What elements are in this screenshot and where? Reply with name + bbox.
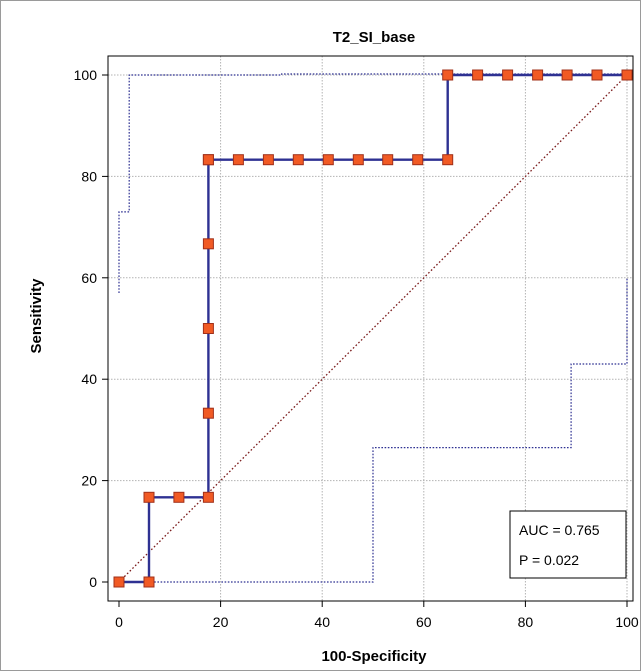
roc-point: [472, 69, 484, 81]
stats-box: AUC = 0.765 P = 0.022: [509, 510, 627, 579]
y-tick-label: 40: [81, 371, 97, 387]
roc-point: [442, 69, 454, 81]
roc-point: [502, 69, 514, 81]
y-axis-title: Sensitivity: [28, 278, 45, 354]
roc-point: [382, 154, 394, 166]
series: [118, 73, 628, 584]
roc-point: [202, 323, 214, 334]
auc-label: AUC = 0.765: [519, 522, 600, 538]
axis-ticks: 0 20 40 60 80 100 0 20 40 60 80 100: [74, 67, 639, 630]
roc-point: [591, 69, 603, 81]
roc-point: [262, 154, 274, 166]
x-tick-label: 80: [518, 614, 534, 630]
roc-point: [292, 154, 304, 166]
roc-point: [352, 154, 364, 166]
roc-point: [173, 491, 185, 503]
x-tick-label: 100: [615, 614, 639, 630]
roc-point: [113, 576, 125, 588]
x-tick-label: 20: [213, 614, 229, 630]
roc-point: [202, 154, 214, 166]
roc-point: [143, 576, 155, 588]
roc-point: [621, 69, 633, 81]
roc-point: [202, 238, 214, 250]
y-tick-label: 100: [74, 67, 98, 83]
x-axis-title: 100-Specificity: [321, 648, 427, 665]
roc-point: [232, 154, 244, 166]
x-tick-label: 40: [314, 614, 330, 630]
roc-point: [412, 154, 424, 166]
y-tick-label: 0: [89, 574, 97, 590]
roc-point: [202, 491, 214, 503]
y-tick-label: 60: [81, 270, 97, 286]
x-tick-label: 0: [115, 614, 123, 630]
x-tick-label: 60: [416, 614, 432, 630]
plot-area: [107, 55, 634, 602]
roc-point: [322, 154, 334, 166]
roc-point: [561, 69, 573, 81]
p-value-label: P = 0.022: [519, 552, 579, 568]
stats-box-border: [509, 510, 627, 579]
roc-markers: [113, 69, 633, 588]
y-tick-label: 80: [81, 168, 97, 184]
y-tick-label: 20: [81, 473, 97, 489]
lower-confidence-bound-line: [119, 277, 628, 583]
diagonal-line: [118, 74, 628, 583]
upper-confidence-bound-line: [118, 73, 627, 293]
roc-point: [532, 69, 544, 81]
roc-point: [202, 407, 214, 419]
chart-title: T2_SI_base: [333, 29, 416, 46]
roc-point: [143, 491, 155, 503]
roc-point: [442, 154, 454, 166]
